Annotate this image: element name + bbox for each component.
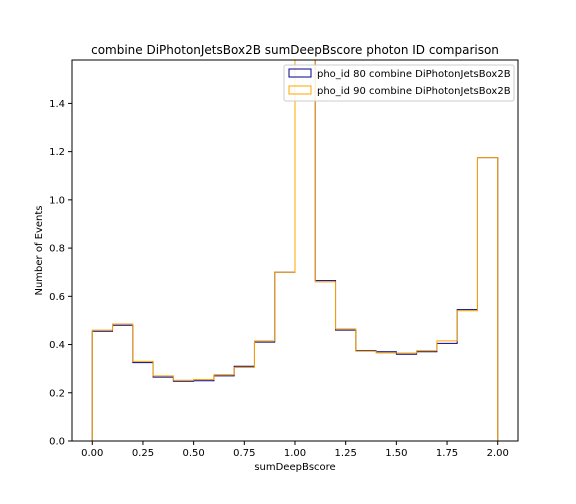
y-tick-label: 0.6 [49, 292, 65, 303]
y-tick-label: 0.0 [49, 437, 65, 448]
x-tick-label: 2.00 [487, 448, 509, 459]
x-tick-label: 0.75 [233, 448, 255, 459]
x-tick-label: 1.50 [385, 448, 407, 459]
x-tick-label: 0.00 [81, 448, 103, 459]
chart-title: combine DiPhotonJetsBox2B sumDeepBscore … [91, 43, 499, 57]
series-layer [91, 60, 499, 441]
x-tick-label: 1.25 [335, 448, 357, 459]
legend-label-series-1: pho_id 80 combine DiPhotonJetsBox2B [317, 69, 511, 80]
legend-box [283, 64, 515, 102]
y-tick-label: 0.4 [49, 340, 65, 351]
y-axis: 0.0 0.2 0.4 0.6 0.8 1.0 1.2 1.4 [49, 99, 72, 448]
y-tick-label: 1.4 [49, 99, 65, 110]
series-2 [91, 60, 499, 441]
legend-swatch-series-2 [288, 85, 312, 95]
y-axis-label: Number of Events [34, 205, 45, 295]
y-tick-label: 1.2 [49, 147, 65, 158]
y-tick-label: 0.8 [49, 244, 65, 255]
y-tick-label: 1.0 [49, 195, 65, 206]
y-tick-label: 0.2 [49, 388, 65, 399]
legend: pho_id 80 combine DiPhotonJetsBox2B pho_… [283, 64, 515, 102]
histogram-step-outline [91, 60, 499, 441]
x-tick-label: 0.50 [183, 448, 205, 459]
x-tick-label: 1.00 [284, 448, 306, 459]
x-axis-label: sumDeepBscore [254, 462, 335, 473]
legend-swatch-series-1 [288, 68, 312, 78]
x-tick-label: 1.75 [436, 448, 458, 459]
x-axis: 0.00 0.25 0.50 0.75 1.00 1.25 1.50 1.75 2.00 [81, 441, 509, 459]
legend-label-series-2: pho_id 90 combine DiPhotonJetsBox2B [317, 86, 511, 97]
x-tick-label: 0.25 [132, 448, 154, 459]
